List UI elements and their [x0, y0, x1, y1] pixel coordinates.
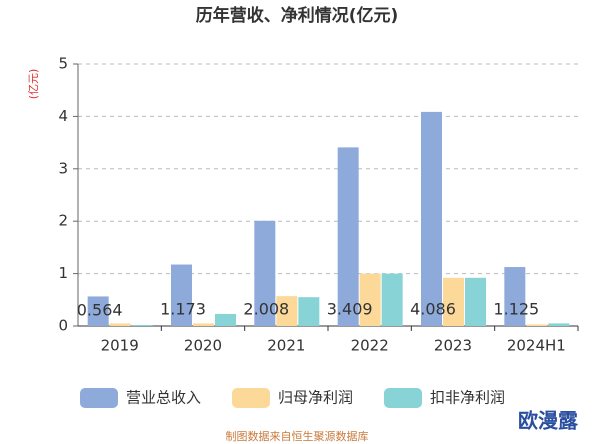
bar	[421, 111, 442, 326]
bar	[171, 264, 192, 326]
bar	[109, 323, 131, 326]
value-label: 2.008	[243, 300, 289, 319]
bar	[359, 273, 381, 326]
y-axis-label: (亿元)	[27, 69, 40, 100]
y-tick-label: 0	[58, 317, 68, 335]
bar	[465, 277, 486, 326]
legend-swatch	[232, 388, 270, 408]
y-tick-label: 5	[58, 55, 68, 73]
value-label: 4.086	[410, 300, 456, 319]
bar	[504, 267, 526, 326]
value-label: 1.125	[493, 300, 539, 319]
source-note: 制图数据来自恒生聚源数据库	[226, 429, 369, 443]
bar	[276, 296, 298, 326]
bar	[193, 323, 214, 326]
watermark: 欧漫露	[518, 409, 579, 433]
bar	[337, 147, 359, 326]
legend-label: 营业总收入	[126, 389, 201, 407]
chart-title: 历年营收、净利情况(亿元)	[196, 5, 399, 26]
legend-swatch	[384, 388, 422, 408]
bar	[215, 313, 236, 326]
x-tick-label: 2023	[434, 337, 472, 355]
x-tick-label: 2019	[101, 337, 139, 355]
y-tick-label: 2	[58, 212, 68, 230]
x-tick-label: 2024H1	[507, 337, 566, 355]
bar	[131, 324, 153, 326]
value-label: 1.173	[160, 300, 206, 319]
bar	[254, 220, 276, 326]
bar	[443, 277, 464, 326]
y-tick-label: 1	[58, 264, 68, 282]
legend-label: 扣非净利润	[430, 389, 505, 407]
x-tick-label: 2021	[267, 337, 305, 355]
legend-label: 归母净利润	[278, 389, 353, 407]
bar	[298, 297, 320, 326]
value-label: 3.409	[327, 300, 373, 319]
x-tick-label: 2020	[184, 337, 222, 355]
bar	[548, 323, 570, 326]
bar	[381, 273, 403, 326]
y-tick-label: 3	[58, 159, 68, 177]
bar	[526, 324, 548, 326]
x-tick-label: 2022	[351, 337, 389, 355]
y-tick-label: 4	[58, 107, 68, 125]
bar	[87, 296, 109, 326]
value-label: 0.564	[77, 301, 123, 320]
legend-swatch	[80, 388, 118, 408]
